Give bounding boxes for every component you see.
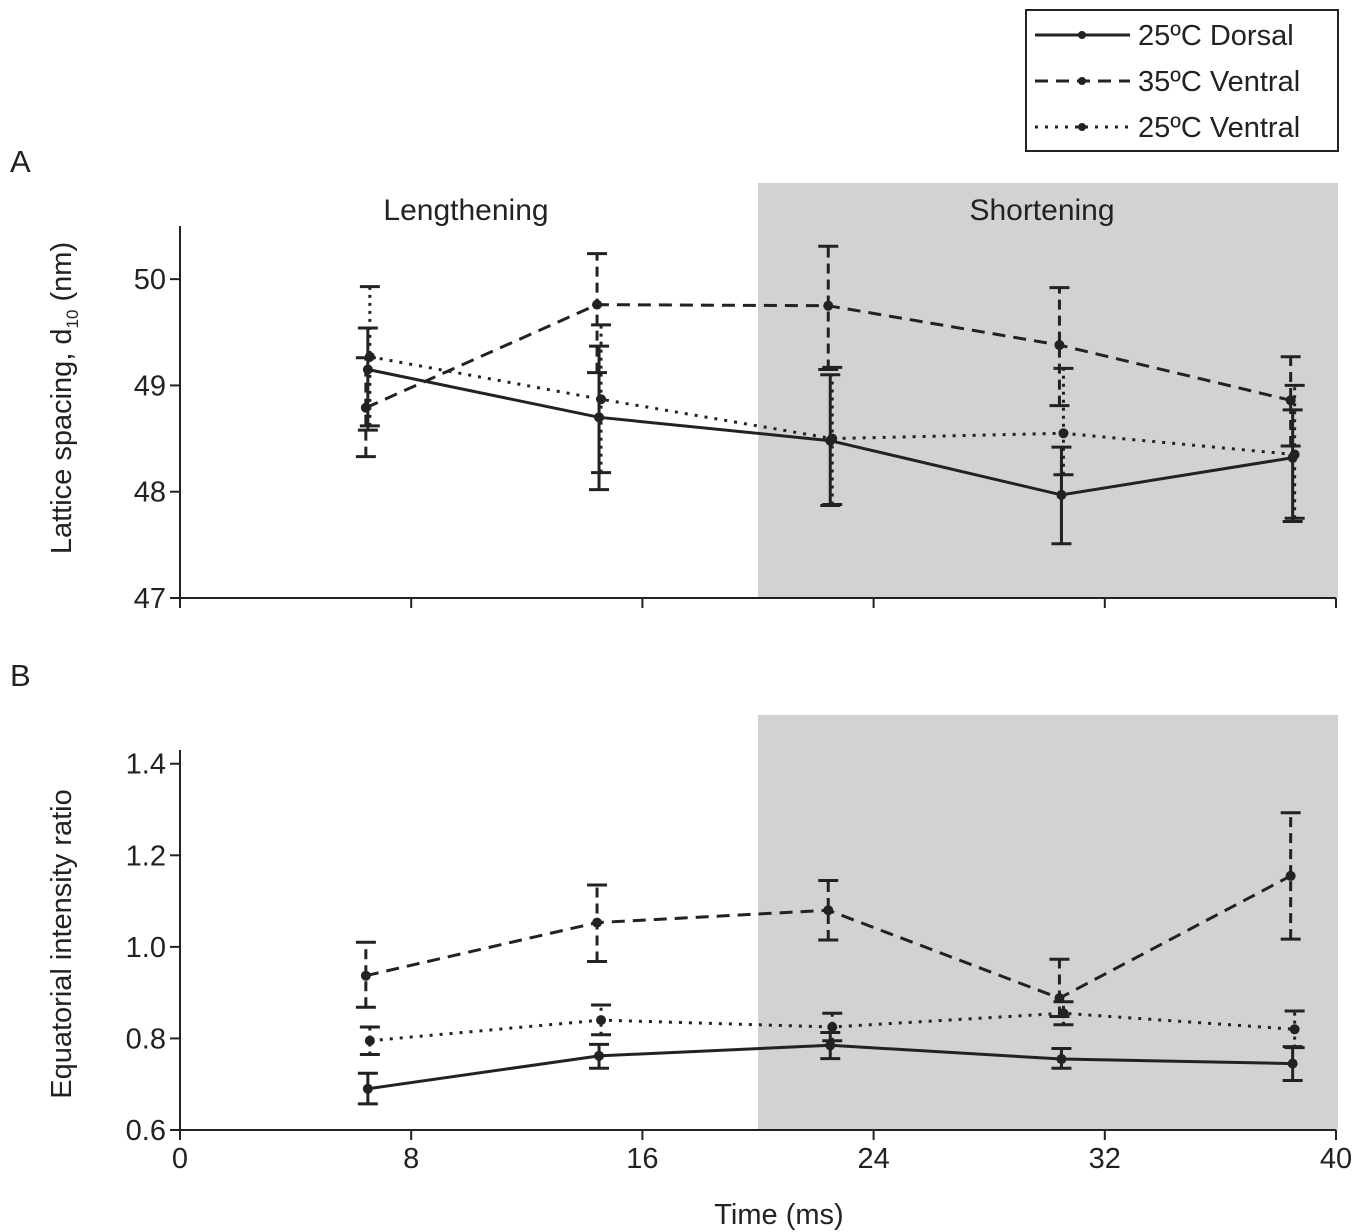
y-tick-label: 1.4 <box>126 749 166 781</box>
shortening-shade-b <box>758 715 1338 1130</box>
y-tick-label: 47 <box>134 583 166 615</box>
x-tick-label: 0 <box>172 1143 188 1175</box>
data-point <box>364 1035 375 1046</box>
data-point <box>364 351 375 362</box>
data-point <box>1287 1058 1298 1069</box>
data-point <box>825 1040 836 1051</box>
data-point <box>823 300 834 311</box>
legend-entry-2: 35ºC Ventral <box>1035 66 1300 98</box>
legend: 25ºC Dorsal 35ºC Ventral 25ºC Ventral <box>1025 9 1339 152</box>
data-point <box>596 1015 607 1026</box>
data-point <box>594 1050 605 1061</box>
panel-a-label: A <box>10 144 31 179</box>
data-point <box>1054 340 1065 351</box>
data-point <box>1289 449 1300 460</box>
legend-entry-3: 25ºC Ventral <box>1035 112 1300 144</box>
legend-marker-1 <box>1078 31 1086 39</box>
axes-b: 0.6 0.8 1.0 1.2 1.4 0 8 16 24 32 40 <box>126 749 1352 1175</box>
x-tick-label: 8 <box>403 1143 419 1175</box>
data-point <box>1058 428 1069 439</box>
x-tick-label: 24 <box>857 1143 889 1175</box>
panel-a: A Lengthening Shortening 47 48 49 50 Lattic… <box>10 144 1338 615</box>
y-tick-label: 0.8 <box>126 1023 166 1055</box>
data-marks-a <box>355 244 1305 546</box>
data-point <box>592 299 603 310</box>
y-axis-title-b: Equatorial intensity ratio <box>46 789 78 1099</box>
y-tick-label: 50 <box>134 264 166 296</box>
series-dotted <box>359 1000 1305 1056</box>
series-dotted <box>359 285 1305 520</box>
y-tick-label: 49 <box>134 370 166 402</box>
series-dashed <box>355 811 1301 1018</box>
data-point <box>823 905 834 916</box>
y-tick-label: 1.2 <box>126 840 166 872</box>
series-dashed <box>355 244 1301 459</box>
data-point <box>596 394 607 405</box>
legend-marker-2 <box>1078 77 1086 85</box>
series-line <box>369 1011 1295 1043</box>
data-point <box>592 917 603 928</box>
y-axis-title-a-main: Lattice spacing, d <box>46 328 78 554</box>
data-point <box>827 1021 838 1032</box>
legend-entry-1: 25ºC Dorsal <box>1035 20 1294 52</box>
shortening-label: Shortening <box>969 194 1114 227</box>
legend-label-3: 25ºC Ventral <box>1138 112 1300 144</box>
y-tick-label: 48 <box>134 477 166 509</box>
x-tick-label: 32 <box>1089 1143 1121 1175</box>
y-axis-title-a: Lattice spacing, d10 (nm) <box>46 242 82 554</box>
y-axis-title-a-unit: (nm) <box>46 242 78 310</box>
data-point <box>362 1083 373 1094</box>
panel-b: B 0.6 0.8 1.0 1.2 1.4 0 8 16 24 32 40 Equatorial i… <box>10 658 1352 1231</box>
x-tick-label: 40 <box>1320 1143 1352 1175</box>
data-point <box>360 402 371 413</box>
data-point <box>360 970 371 981</box>
series-solid <box>357 1030 1303 1106</box>
data-point <box>1289 1024 1300 1035</box>
y-tick-label: 1.0 <box>126 932 166 964</box>
legend-marker-3 <box>1078 123 1086 131</box>
data-point <box>1058 1008 1069 1019</box>
y-tick-label: 0.6 <box>126 1115 166 1147</box>
axes-a: 47 48 49 50 <box>134 226 1337 615</box>
data-point <box>1056 489 1067 500</box>
panel-b-label: B <box>10 658 31 693</box>
y-axis-title-a-subscript: 10 <box>63 310 82 329</box>
data-point <box>1285 870 1296 881</box>
legend-label-1: 25ºC Dorsal <box>1138 20 1294 52</box>
data-point <box>827 433 838 444</box>
data-marks-b <box>355 811 1305 1106</box>
data-point <box>1056 1054 1067 1065</box>
x-tick-label: 16 <box>626 1143 658 1175</box>
lengthening-label: Lengthening <box>383 194 548 227</box>
x-axis-title: Time (ms) <box>714 1199 843 1231</box>
legend-label-2: 35ºC Ventral <box>1138 66 1300 98</box>
shortening-shade-a <box>758 183 1338 598</box>
